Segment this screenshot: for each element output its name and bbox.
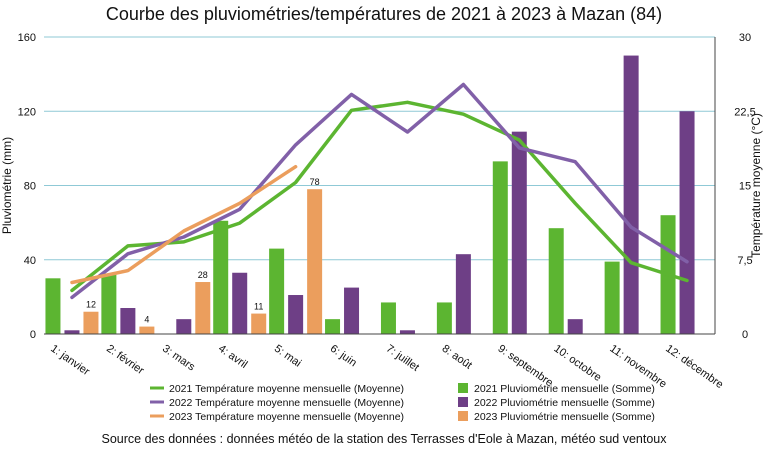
- x-tick-label: 1: janvier: [48, 343, 92, 379]
- x-tick-label: 3: mars: [160, 343, 197, 374]
- bar: [623, 55, 639, 334]
- bar: [436, 302, 452, 334]
- bar: [455, 254, 471, 334]
- x-tick-label: 10: octobre: [551, 343, 603, 384]
- bar: [83, 311, 99, 334]
- temperature-line: [70, 164, 298, 285]
- y-left-axis-title: Pluviométrie (mm): [0, 137, 14, 234]
- legend-bar-swatch: [458, 411, 468, 421]
- y-left-tick-label: 0: [30, 329, 36, 341]
- chart-title: Courbe des pluviométries/températures de…: [105, 4, 663, 24]
- axes: 0 0 40 7,5 80 15 120 22,5 160 30 Pluviométrie (mm)…: [0, 32, 763, 391]
- temperature-line: [70, 100, 689, 293]
- bar: [232, 272, 248, 334]
- x-tick-label: 7: juillet: [384, 343, 421, 374]
- temperature-line: [70, 82, 689, 300]
- legend-entry: 2022 Pluviométrie mensuelle (Somme): [474, 397, 655, 409]
- y-right-tick-label: 22,5: [734, 106, 755, 118]
- bar-data-label: 4: [144, 315, 149, 325]
- y-right-axis-title: Température moyenne (°C): [749, 113, 763, 258]
- y-left-tick-label: 40: [24, 255, 36, 267]
- x-tick-label: 2: février: [104, 343, 146, 378]
- bar: [604, 261, 620, 334]
- bar-data-label: 12: [86, 300, 96, 310]
- legend-entry: 2023 Température moyenne mensuelle (Moye…: [169, 411, 404, 423]
- bar-data-label: 11: [254, 302, 263, 312]
- y-right-tick-label: 0: [742, 329, 748, 341]
- bar: [567, 319, 583, 334]
- y-left-tick-label: 120: [18, 106, 36, 118]
- x-tick-label: 8: août: [440, 343, 474, 372]
- bar: [101, 274, 117, 334]
- chart-canvas: 12 4 28 11 78 0 0 40 7,5 80 15 120 22,5 160 30 Pluviom…: [0, 32, 763, 423]
- bar: [120, 308, 136, 334]
- legend-entry: 2021 Pluviométrie mensuelle (Somme): [474, 383, 655, 395]
- bar: [344, 287, 360, 334]
- bar-series: 12 4 28 11 78: [45, 55, 695, 334]
- bar: [269, 248, 285, 334]
- y-right-tick-label: 30: [739, 32, 751, 44]
- y-left-tick-label: 160: [18, 32, 36, 44]
- bar: [64, 330, 80, 334]
- bar: [492, 161, 508, 334]
- bar: [325, 319, 341, 334]
- bar: [176, 319, 192, 334]
- grid: [44, 36, 715, 261]
- bar: [307, 189, 323, 334]
- bar: [548, 228, 564, 334]
- legend-bar-swatch: [458, 383, 468, 393]
- legend-entry: 2021 Température moyenne mensuelle (Moye…: [169, 383, 404, 395]
- x-tick-label: 12: décembre: [663, 343, 725, 391]
- bar: [45, 278, 61, 334]
- y-left-tick-label: 80: [24, 181, 36, 193]
- bar: [511, 131, 527, 334]
- bar: [251, 313, 267, 334]
- bar: [195, 282, 211, 334]
- bar: [679, 111, 695, 334]
- bar: [399, 330, 415, 334]
- bar-data-label: 28: [198, 270, 208, 280]
- bar: [288, 295, 304, 334]
- legend-entry: 2023 Pluviométrie mensuelle (Somme): [474, 411, 655, 423]
- bar-data-label: 78: [310, 177, 320, 187]
- bar: [139, 326, 155, 334]
- source-note: Source des données : données météo de la…: [101, 432, 667, 446]
- x-tick-label: 4: avril: [216, 343, 249, 371]
- x-tick-label: 5: mai: [272, 343, 303, 370]
- line-series: [70, 82, 689, 300]
- bar: [213, 220, 229, 334]
- y-right-tick-label: 7,5: [737, 255, 752, 267]
- legend-entry: 2022 Température moyenne mensuelle (Moye…: [169, 397, 404, 409]
- legend: 2021 Température moyenne mensuelle (Moye…: [150, 383, 655, 423]
- y-right-tick-label: 15: [739, 181, 751, 193]
- x-tick-label: 6: juin: [328, 343, 359, 370]
- bar: [380, 302, 396, 334]
- legend-bar-swatch: [458, 397, 468, 407]
